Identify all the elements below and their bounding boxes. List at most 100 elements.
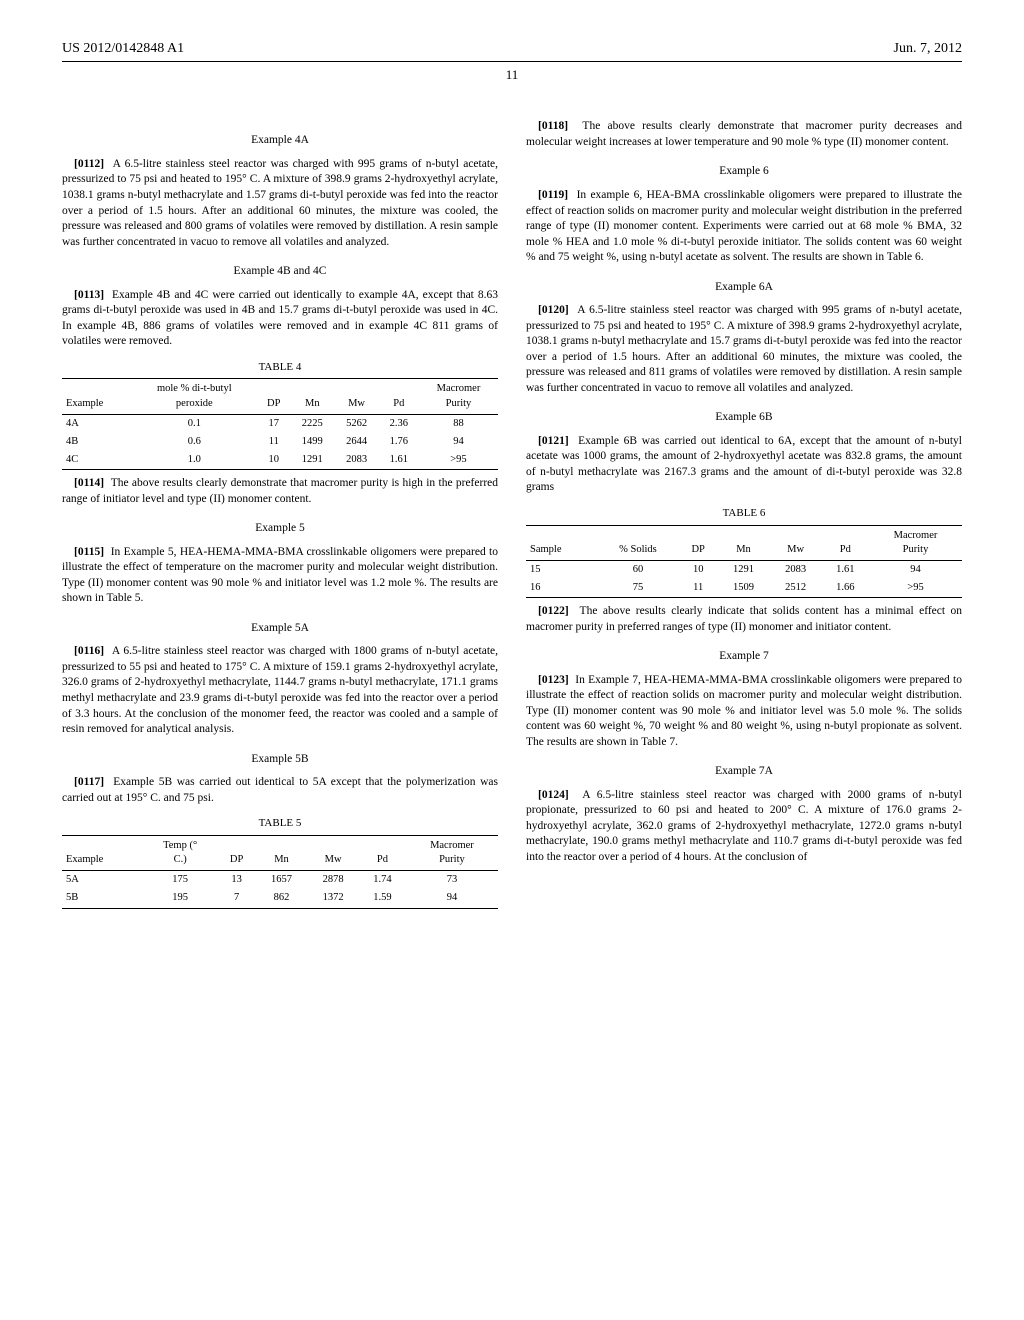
para-0120: [0120] A 6.5-litre stainless steel react… <box>526 303 962 396</box>
para-text: The above results clearly indicate that … <box>526 605 962 633</box>
para-num: [0113] <box>74 289 104 301</box>
table-cell: 1509 <box>717 579 769 598</box>
para-text: The above results clearly demonstrate th… <box>526 120 962 148</box>
table-cell: 2083 <box>770 560 822 579</box>
table-cell: 175 <box>143 871 218 890</box>
table-header-cell: % Solids <box>597 525 679 560</box>
table-cell: >95 <box>419 451 498 470</box>
table-header-cell: Pd <box>359 835 406 870</box>
table-cell: 17 <box>257 414 290 433</box>
table-header-cell: Mw <box>307 835 359 870</box>
table-header-cell: Mn <box>256 835 308 870</box>
table-cell: 75 <box>597 579 679 598</box>
right-column: [0118] The above results clearly demonst… <box>526 119 962 914</box>
table-cell: 4A <box>62 414 131 433</box>
para-0124: [0124] A 6.5-litre stainless steel react… <box>526 788 962 866</box>
table-cell: 1.61 <box>379 451 419 470</box>
table-cell: 2644 <box>334 433 378 451</box>
example-7a-heading: Example 7A <box>526 764 962 780</box>
doc-number: US 2012/0142848 A1 <box>62 40 184 59</box>
table-cell: 1372 <box>307 889 359 908</box>
example-6b-heading: Example 6B <box>526 410 962 426</box>
para-0114: [0114] The above results clearly demonst… <box>62 476 498 507</box>
para-num: [0123] <box>538 674 569 686</box>
para-text: In example 6, HEA-BMA crosslinkable olig… <box>526 189 962 263</box>
table-header-cell: Sample <box>526 525 597 560</box>
para-0119: [0119] In example 6, HEA-BMA crosslinkab… <box>526 188 962 266</box>
page-number: 11 <box>62 66 962 84</box>
table-cell: 10 <box>257 451 290 470</box>
table-cell: 5A <box>62 871 143 890</box>
table-5: ExampleTemp (°C.)DPMnMwPdMacromerPurity5… <box>62 835 498 909</box>
table-cell: 0.6 <box>131 433 257 451</box>
table-header-cell: DP <box>257 379 290 414</box>
para-text: A 6.5-litre stainless steel reactor was … <box>62 158 498 248</box>
para-num: [0117] <box>74 776 104 788</box>
table-header-cell: MacromerPurity <box>406 835 498 870</box>
para-num: [0120] <box>538 304 569 316</box>
para-text: A 6.5-litre stainless steel reactor was … <box>62 645 498 735</box>
table-cell: 0.1 <box>131 414 257 433</box>
table-cell: 4C <box>62 451 131 470</box>
table-cell: 195 <box>143 889 218 908</box>
table-cell: 862 <box>256 889 308 908</box>
table-cell: 1.59 <box>359 889 406 908</box>
example-6a-heading: Example 6A <box>526 280 962 296</box>
table-header-cell: MacromerPurity <box>869 525 962 560</box>
table-cell: 1657 <box>256 871 308 890</box>
table-cell: 1.76 <box>379 433 419 451</box>
table-cell: 2225 <box>290 414 334 433</box>
table-header-cell: MacromerPurity <box>419 379 498 414</box>
table-cell: 11 <box>679 579 718 598</box>
para-0115: [0115] In Example 5, HEA-HEMA-MMA-BMA cr… <box>62 545 498 607</box>
para-0118: [0118] The above results clearly demonst… <box>526 119 962 150</box>
example-5a-heading: Example 5A <box>62 621 498 637</box>
para-num: [0116] <box>74 645 104 657</box>
table-cell: 2.36 <box>379 414 419 433</box>
para-text: The above results clearly demonstrate th… <box>62 477 498 505</box>
para-0117: [0117] Example 5B was carried out identi… <box>62 775 498 806</box>
example-5b-heading: Example 5B <box>62 752 498 768</box>
patent-page: US 2012/0142848 A1 Jun. 7, 2012 11 Examp… <box>0 0 1024 955</box>
pub-date: Jun. 7, 2012 <box>894 40 962 59</box>
para-num: [0112] <box>74 158 104 170</box>
para-num: [0114] <box>74 477 104 489</box>
example-4b-4c-heading: Example 4B and 4C <box>62 264 498 280</box>
table-cell: 1291 <box>290 451 334 470</box>
table-6-caption: TABLE 6 <box>526 506 962 521</box>
table-cell: 1.74 <box>359 871 406 890</box>
para-num: [0124] <box>538 789 569 801</box>
para-text: A 6.5-litre stainless steel reactor was … <box>526 304 962 394</box>
table-header-cell: Pd <box>379 379 419 414</box>
table-cell: 60 <box>597 560 679 579</box>
table-cell: 94 <box>419 433 498 451</box>
table-cell: 1499 <box>290 433 334 451</box>
para-num: [0115] <box>74 546 104 558</box>
para-num: [0121] <box>538 435 569 447</box>
para-text: Example 6B was carried out identical to … <box>526 435 962 494</box>
table-header-cell: Pd <box>822 525 869 560</box>
two-column-layout: Example 4A [0112] A 6.5-litre stainless … <box>62 119 962 914</box>
para-0116: [0116] A 6.5-litre stainless steel react… <box>62 644 498 737</box>
table-cell: 73 <box>406 871 498 890</box>
left-column: Example 4A [0112] A 6.5-litre stainless … <box>62 119 498 914</box>
table-header-cell: Mn <box>717 525 769 560</box>
example-7-heading: Example 7 <box>526 649 962 665</box>
table-cell: 15 <box>526 560 597 579</box>
table-header-cell: DP <box>218 835 256 870</box>
table-6: Sample% SolidsDPMnMwPdMacromerPurity1560… <box>526 525 962 599</box>
para-text: Example 5B was carried out identical to … <box>62 776 498 804</box>
table-cell: 16 <box>526 579 597 598</box>
table-header-cell: mole % di-t-butylperoxide <box>131 379 257 414</box>
table-cell: 2512 <box>770 579 822 598</box>
table-5-caption: TABLE 5 <box>62 816 498 831</box>
para-0112: [0112] A 6.5-litre stainless steel react… <box>62 157 498 250</box>
table-header-cell: Temp (°C.) <box>143 835 218 870</box>
table-cell: 4B <box>62 433 131 451</box>
table-cell: 10 <box>679 560 718 579</box>
table-4: Examplemole % di-t-butylperoxideDPMnMwPd… <box>62 378 498 470</box>
table-cell: >95 <box>869 579 962 598</box>
table-4-caption: TABLE 4 <box>62 360 498 375</box>
table-cell: 5B <box>62 889 143 908</box>
table-header-cell: DP <box>679 525 718 560</box>
